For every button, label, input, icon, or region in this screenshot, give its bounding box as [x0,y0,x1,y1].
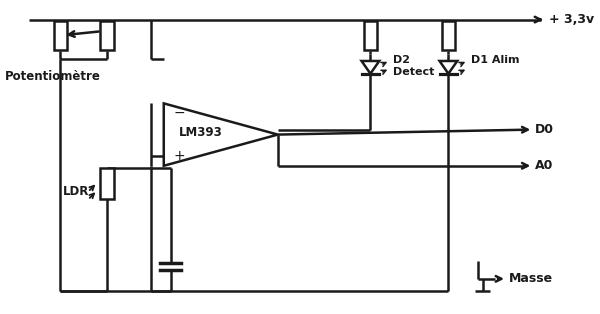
Text: Masse: Masse [509,272,553,285]
Polygon shape [164,103,278,166]
Bar [364,20,377,50]
Text: +: + [173,149,185,163]
Text: −: − [173,106,185,120]
Polygon shape [440,61,457,74]
Text: D1 Alim: D1 Alim [471,55,520,64]
Text: Potentiomètre: Potentiomètre [5,70,101,83]
Text: D2: D2 [393,55,410,64]
Polygon shape [362,61,379,74]
Text: D0: D0 [535,123,554,136]
Text: A0: A0 [535,159,554,172]
Bar [442,20,455,50]
Bar [100,168,114,199]
Bar [100,20,114,50]
Text: LM393: LM393 [179,126,223,139]
Text: + 3,3v: + 3,3v [549,13,594,26]
Text: LDR: LDR [64,185,90,198]
Text: Detect: Detect [393,67,434,77]
Bar [53,20,67,50]
